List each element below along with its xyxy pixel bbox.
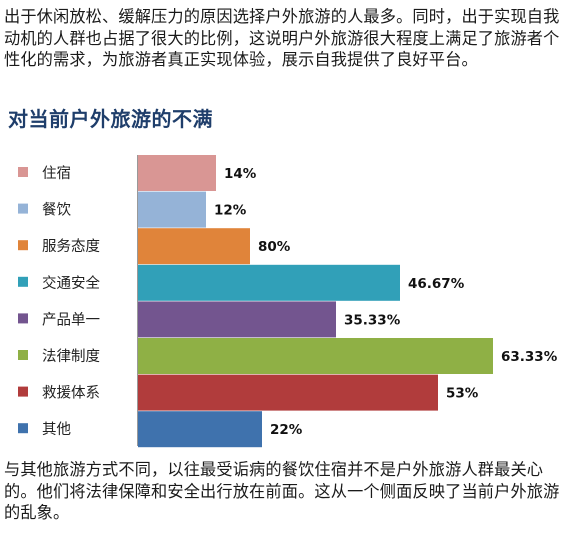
bar [138, 374, 438, 411]
value-label: 14% [224, 166, 257, 182]
legend-swatch [18, 276, 28, 287]
category-label: 其他 [42, 421, 71, 438]
value-label: 35.33% [344, 312, 401, 328]
legend-swatch [18, 350, 28, 360]
intro-paragraph: 出于休闲放松、缓解压力的原因选择户外旅游的人最多。同时，出于实现自我动机的人群也… [4, 7, 560, 69]
value-label: 12% [214, 203, 247, 219]
legend-swatch [18, 313, 28, 324]
value-label: 80% [258, 239, 291, 255]
legend-swatch [18, 167, 28, 177]
value-label: 46.67% [408, 276, 465, 292]
category-label: 服务态度 [42, 238, 100, 255]
legend-swatch [18, 423, 28, 434]
category-label: 住宿 [42, 165, 71, 182]
value-label: 22% [270, 422, 303, 438]
category-label: 交通安全 [42, 274, 100, 292]
bar [138, 228, 250, 265]
bar [138, 411, 262, 448]
value-label: 53% [446, 386, 479, 402]
legend-swatch [18, 240, 28, 251]
chart-title: 对当前户外旅游的不满 [8, 107, 213, 131]
value-label: 63.33% [501, 349, 558, 365]
bar [138, 191, 206, 228]
bar [138, 338, 493, 374]
outro-paragraph: 与其他旅游方式不同，以往最受诟病的餐饮住宿并不是户外旅游人群最关心的。他们将法律… [4, 460, 560, 522]
bar [138, 301, 336, 338]
category-label: 救援体系 [42, 385, 100, 402]
bar [138, 264, 400, 301]
category-label: 产品单一 [42, 311, 100, 328]
legend-swatch [18, 203, 28, 214]
bar [138, 155, 216, 191]
category-label: 餐饮 [42, 202, 71, 219]
legend-swatch [18, 386, 28, 397]
category-label: 法律制度 [42, 348, 100, 365]
